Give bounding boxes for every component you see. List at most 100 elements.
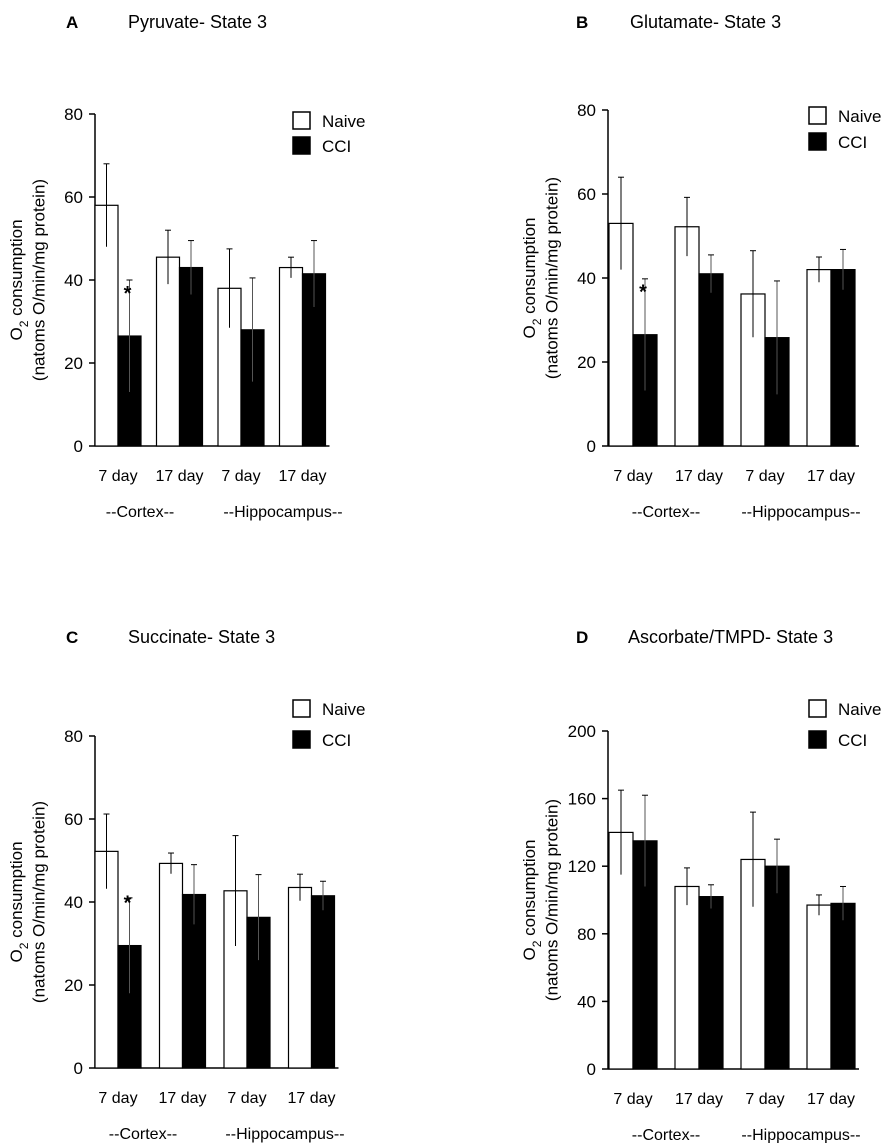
y-tick-label: 20 [64,976,83,995]
y-axis-title-subscript: 2 [530,940,544,947]
y-tick-label: 60 [577,185,596,204]
y-axis-title-o: O [520,947,539,960]
x-tick-label: 17 day [158,1090,206,1107]
x-tick-label: 7 day [227,1090,266,1107]
bar-naive-4 [806,269,832,447]
legend-label-naive: Naive [838,700,881,719]
y-axis-title-rest: consumption [520,839,539,940]
y-axis-title: O2 consumption [520,217,544,338]
legend: Naive CCI [808,106,881,152]
chart-panel-c: C Succinate- State 3 0 20 40 60 80 O2 consumpti… [7,627,365,1143]
y-axis-title: O2 consumption [7,841,31,962]
bar-naive-4 [287,886,313,1069]
bar-cci-2 [698,896,724,1070]
bar-naive-2 [674,885,700,1070]
y-axis-title: O2 consumption [520,839,544,960]
legend-swatch-naive [808,699,827,718]
y-tick-label: 0 [74,437,83,456]
x-tick-label: 7 day [745,1091,784,1108]
chart-title: Pyruvate- State 3 [128,12,267,32]
x-tick-label: 17 day [287,1090,335,1107]
chart-title: Ascorbate/TMPD- State 3 [628,627,833,647]
bar-cci-4 [310,895,336,1069]
x-tick-label: 17 day [278,468,326,485]
y-tick-label: 40 [64,893,83,912]
y-axis-title-rest: consumption [7,841,26,942]
y-tick-label: 40 [577,269,596,288]
y-axis-title-o: O [7,949,26,962]
y-tick-label: 160 [568,790,596,809]
y-axis-title-rest: consumption [7,219,26,320]
group-label: --Cortex-- [632,504,700,521]
bar-cci-3 [764,865,790,1070]
chart-title: Succinate- State 3 [128,627,275,647]
chart-panel-a: A Pyruvate- State 3 0 20 40 60 80 O2 consumptio… [7,12,365,521]
chart-panel-d: D Ascorbate/TMPD- State 3 0 40 80 120 160 200 O2… [520,627,881,1143]
y-axis-title-subscript: 2 [530,318,544,325]
x-tick-label: 17 day [807,468,855,485]
bar-naive-2 [674,226,700,447]
bar-naive-4 [278,266,304,447]
y-tick-label: 200 [568,722,596,741]
panel-label: A [66,13,78,32]
y-tick-label: 40 [64,271,83,290]
legend-label-cci: CCI [322,731,351,750]
legend-label-naive: Naive [322,112,365,131]
legend-label-naive: Naive [838,107,881,126]
bar-cci-4 [830,902,856,1070]
y-tick-label: 60 [64,188,83,207]
significance-marker: * [124,893,132,915]
x-tick-label: 17 day [807,1091,855,1108]
bar-naive-4 [806,904,832,1070]
y-axis-title-subscript: 2 [17,942,31,949]
x-tick-label: 7 day [745,468,784,485]
group-label: --Cortex-- [106,504,174,521]
panel-label: C [66,628,78,647]
group-label: --Cortex-- [109,1126,177,1143]
bar-naive-2 [155,256,181,447]
group-label: --Hippocampus-- [223,504,342,521]
y-axis-title-o: O [520,325,539,338]
panel-label: D [576,628,588,647]
y-tick-label: 80 [64,105,83,124]
x-tick-label: 7 day [613,468,652,485]
legend-swatch-cci [292,136,311,155]
legend-label-cci: CCI [322,137,351,156]
bar-naive-2 [158,862,184,1069]
y-axis-title-line2: (natoms O/min/mg protein) [542,177,561,379]
legend: Naive CCI [292,111,365,156]
x-tick-label: 7 day [221,468,260,485]
group-label: --Hippocampus-- [225,1126,344,1143]
x-tick-label: 17 day [155,468,203,485]
x-tick-label: 7 day [613,1091,652,1108]
y-axis-title-line2: (natoms O/min/mg protein) [542,799,561,1001]
significance-marker: * [639,282,647,304]
legend-swatch-cci [292,730,311,749]
y-tick-label: 80 [64,727,83,746]
y-tick-label: 0 [74,1059,83,1078]
x-tick-label: 17 day [675,468,723,485]
legend-label-cci: CCI [838,731,867,750]
legend: Naive CCI [808,699,881,750]
bar-cci-2 [698,273,724,447]
y-tick-label: 0 [587,1060,596,1079]
y-tick-label: 60 [64,810,83,829]
legend-swatch-naive [292,111,311,130]
y-tick-label: 80 [577,101,596,120]
x-tick-label: 7 day [98,1090,137,1107]
legend-label-naive: Naive [322,700,365,719]
y-tick-label: 40 [577,992,596,1011]
y-tick-label: 0 [587,437,596,456]
y-tick-label: 20 [577,353,596,372]
y-tick-label: 80 [577,925,596,944]
chart-panel-b: B Glutamate- State 3 0 20 40 60 80 O2 consumpti… [520,12,881,521]
chart-title: Glutamate- State 3 [630,12,781,32]
y-axis-title: O2 consumption [7,219,31,340]
legend-swatch-cci [808,730,827,749]
significance-marker: * [124,283,132,305]
bar-cci-4 [830,269,856,447]
legend-swatch-naive [808,106,827,125]
panel-label: B [576,13,588,32]
legend-swatch-naive [292,699,311,718]
